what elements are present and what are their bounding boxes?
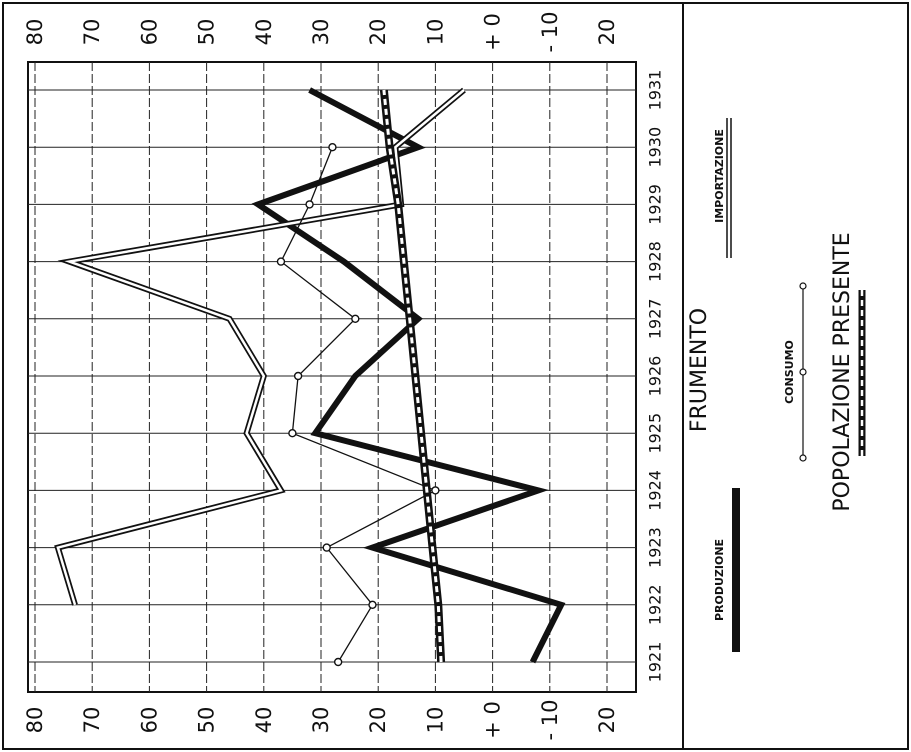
x-tick-1925: 1925 xyxy=(646,413,665,454)
y-tick-bottom-8: + 0 xyxy=(481,701,505,739)
series-group xyxy=(54,87,566,667)
series-point-consumo-1929 xyxy=(305,200,314,209)
y-tick-top-1: 70 xyxy=(80,19,104,46)
series-line-importazione xyxy=(54,87,466,606)
y-tick-bottom-10: 20 xyxy=(595,707,619,734)
x-tick-1923: 1923 xyxy=(646,527,665,568)
y-tick-top-9: - 10 xyxy=(538,12,562,53)
series-point-consumo-1930 xyxy=(328,142,337,152)
x-tick-1927: 1927 xyxy=(646,298,665,339)
x-tick-1926: 1926 xyxy=(646,356,665,397)
legend-label-consumo: CONSUMO xyxy=(783,340,796,404)
series-point-consumo-1924 xyxy=(431,486,440,495)
x-tick-1924: 1924 xyxy=(646,470,665,511)
legend-marker-consumo-2 xyxy=(799,368,807,376)
y-tick-bottom-9: - 10 xyxy=(538,700,562,741)
series-line-importazione-inner xyxy=(56,89,465,606)
legend-item-popolazione: POPOLAZIONE PRESENTE xyxy=(830,232,866,512)
y-tick-bottom-2: 60 xyxy=(137,707,161,734)
plot-border xyxy=(27,61,637,693)
x-tick-1922: 1922 xyxy=(646,584,665,625)
series-point-consumo-1926 xyxy=(293,371,303,381)
x-tick-1928: 1928 xyxy=(646,241,665,282)
y-tick-bottom-6: 20 xyxy=(366,707,390,734)
y-ticks-top: 80 70 60 50 40 30 20 10 + 0 - 10 20 xyxy=(23,12,619,53)
legend-item-consumo: CONSUMO xyxy=(783,282,807,462)
y-tick-bottom-4: 40 xyxy=(252,707,276,734)
series-line-consumo xyxy=(280,146,437,663)
series-point-consumo-1923 xyxy=(322,543,331,552)
legend-panel xyxy=(682,2,909,750)
y-tick-bottom-7: 10 xyxy=(423,707,447,734)
x-tick-1931: 1931 xyxy=(646,70,665,111)
y-tick-bottom-5: 30 xyxy=(309,707,333,734)
y-tick-top-7: 10 xyxy=(423,19,447,46)
y-tick-top-2: 60 xyxy=(137,19,161,46)
y-ticks-bottom: 80 70 60 50 40 30 20 10 + 0 - 10 20 xyxy=(23,700,619,741)
series-point-consumo-1922 xyxy=(368,600,377,609)
series-point-consumo-1925 xyxy=(288,429,297,438)
legend-marker-consumo-3 xyxy=(799,454,807,462)
chart-title: FRUMENTO xyxy=(687,308,712,432)
y-tick-top-3: 50 xyxy=(195,19,219,46)
series-line-popolazione-presente-dash xyxy=(382,89,443,663)
y-tick-bottom-3: 50 xyxy=(195,707,219,734)
legend-item-importazione: IMPORTAZIONE xyxy=(713,118,732,258)
legend-item-produzione: PRODUZIONE xyxy=(713,488,740,652)
series-point-consumo-1928 xyxy=(276,257,286,266)
y-tick-top-6: 20 xyxy=(366,19,390,46)
legend-label-produzione: PRODUZIONE xyxy=(713,539,726,621)
x-tick-1930: 1930 xyxy=(646,127,665,168)
series-point-consumo-1921 xyxy=(333,657,343,667)
y-tick-top-5: 30 xyxy=(309,19,333,46)
y-tick-top-4: 40 xyxy=(252,19,276,46)
legend-marker-consumo-1 xyxy=(799,282,807,290)
series-point-consumo-1927 xyxy=(351,314,360,323)
x-tick-1929: 1929 xyxy=(646,184,665,225)
legend-label-importazione: IMPORTAZIONE xyxy=(713,129,726,223)
y-tick-top-0: 80 xyxy=(23,19,47,46)
y-tick-top-10: 20 xyxy=(595,19,619,46)
y-tick-bottom-0: 80 xyxy=(23,707,47,734)
x-ticks: 1921 1922 1923 1924 1925 1926 1927 1928 1929 1930… xyxy=(646,70,665,683)
legend: IMPORTAZIONE PRODUZIONE CONSUMO POPOLAZI… xyxy=(713,118,866,652)
y-tick-bottom-1: 70 xyxy=(80,707,104,734)
x-tick-1921: 1921 xyxy=(646,642,665,683)
y-tick-top-8: + 0 xyxy=(481,13,505,51)
legend-label-popolazione: POPOLAZIONE PRESENTE xyxy=(830,232,855,511)
